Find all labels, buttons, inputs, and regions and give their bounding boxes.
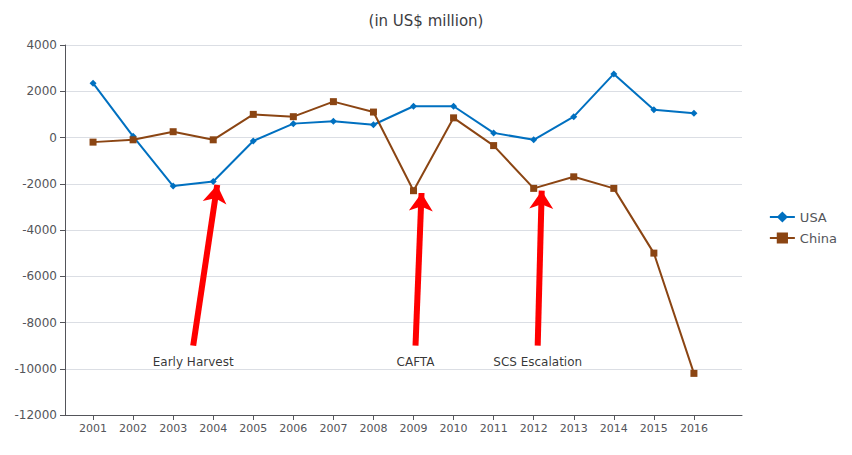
svg-text:2001: 2001 xyxy=(79,422,107,435)
svg-text:Early Harvest: Early Harvest xyxy=(153,355,234,369)
svg-text:2016: 2016 xyxy=(680,422,708,435)
svg-text:0: 0 xyxy=(49,131,57,145)
svg-text:2010: 2010 xyxy=(440,422,468,435)
svg-text:SCS Escalation: SCS Escalation xyxy=(493,355,582,369)
svg-text:-2000: -2000 xyxy=(22,177,57,191)
svg-text:2013: 2013 xyxy=(560,422,588,435)
svg-text:-12000: -12000 xyxy=(14,408,57,422)
svg-text:-8000: -8000 xyxy=(22,316,57,330)
svg-text:2012: 2012 xyxy=(520,422,548,435)
svg-text:2011: 2011 xyxy=(480,422,508,435)
svg-text:-10000: -10000 xyxy=(14,362,57,376)
svg-text:2007: 2007 xyxy=(319,422,347,435)
svg-text:2015: 2015 xyxy=(640,422,668,435)
svg-text:2004: 2004 xyxy=(199,422,227,435)
svg-text:(in US$ million): (in US$ million) xyxy=(369,12,484,30)
svg-text:CAFTA: CAFTA xyxy=(397,355,436,369)
svg-text:USA: USA xyxy=(800,210,827,225)
svg-text:2003: 2003 xyxy=(159,422,187,435)
svg-text:2006: 2006 xyxy=(279,422,307,435)
svg-text:2008: 2008 xyxy=(359,422,387,435)
svg-text:2002: 2002 xyxy=(119,422,147,435)
svg-text:4000: 4000 xyxy=(26,38,57,52)
svg-text:-6000: -6000 xyxy=(22,269,57,283)
svg-text:2009: 2009 xyxy=(400,422,428,435)
svg-text:China: China xyxy=(800,231,837,246)
svg-text:2005: 2005 xyxy=(239,422,267,435)
svg-text:2014: 2014 xyxy=(600,422,628,435)
svg-text:-4000: -4000 xyxy=(22,223,57,237)
svg-text:2000: 2000 xyxy=(26,84,57,98)
